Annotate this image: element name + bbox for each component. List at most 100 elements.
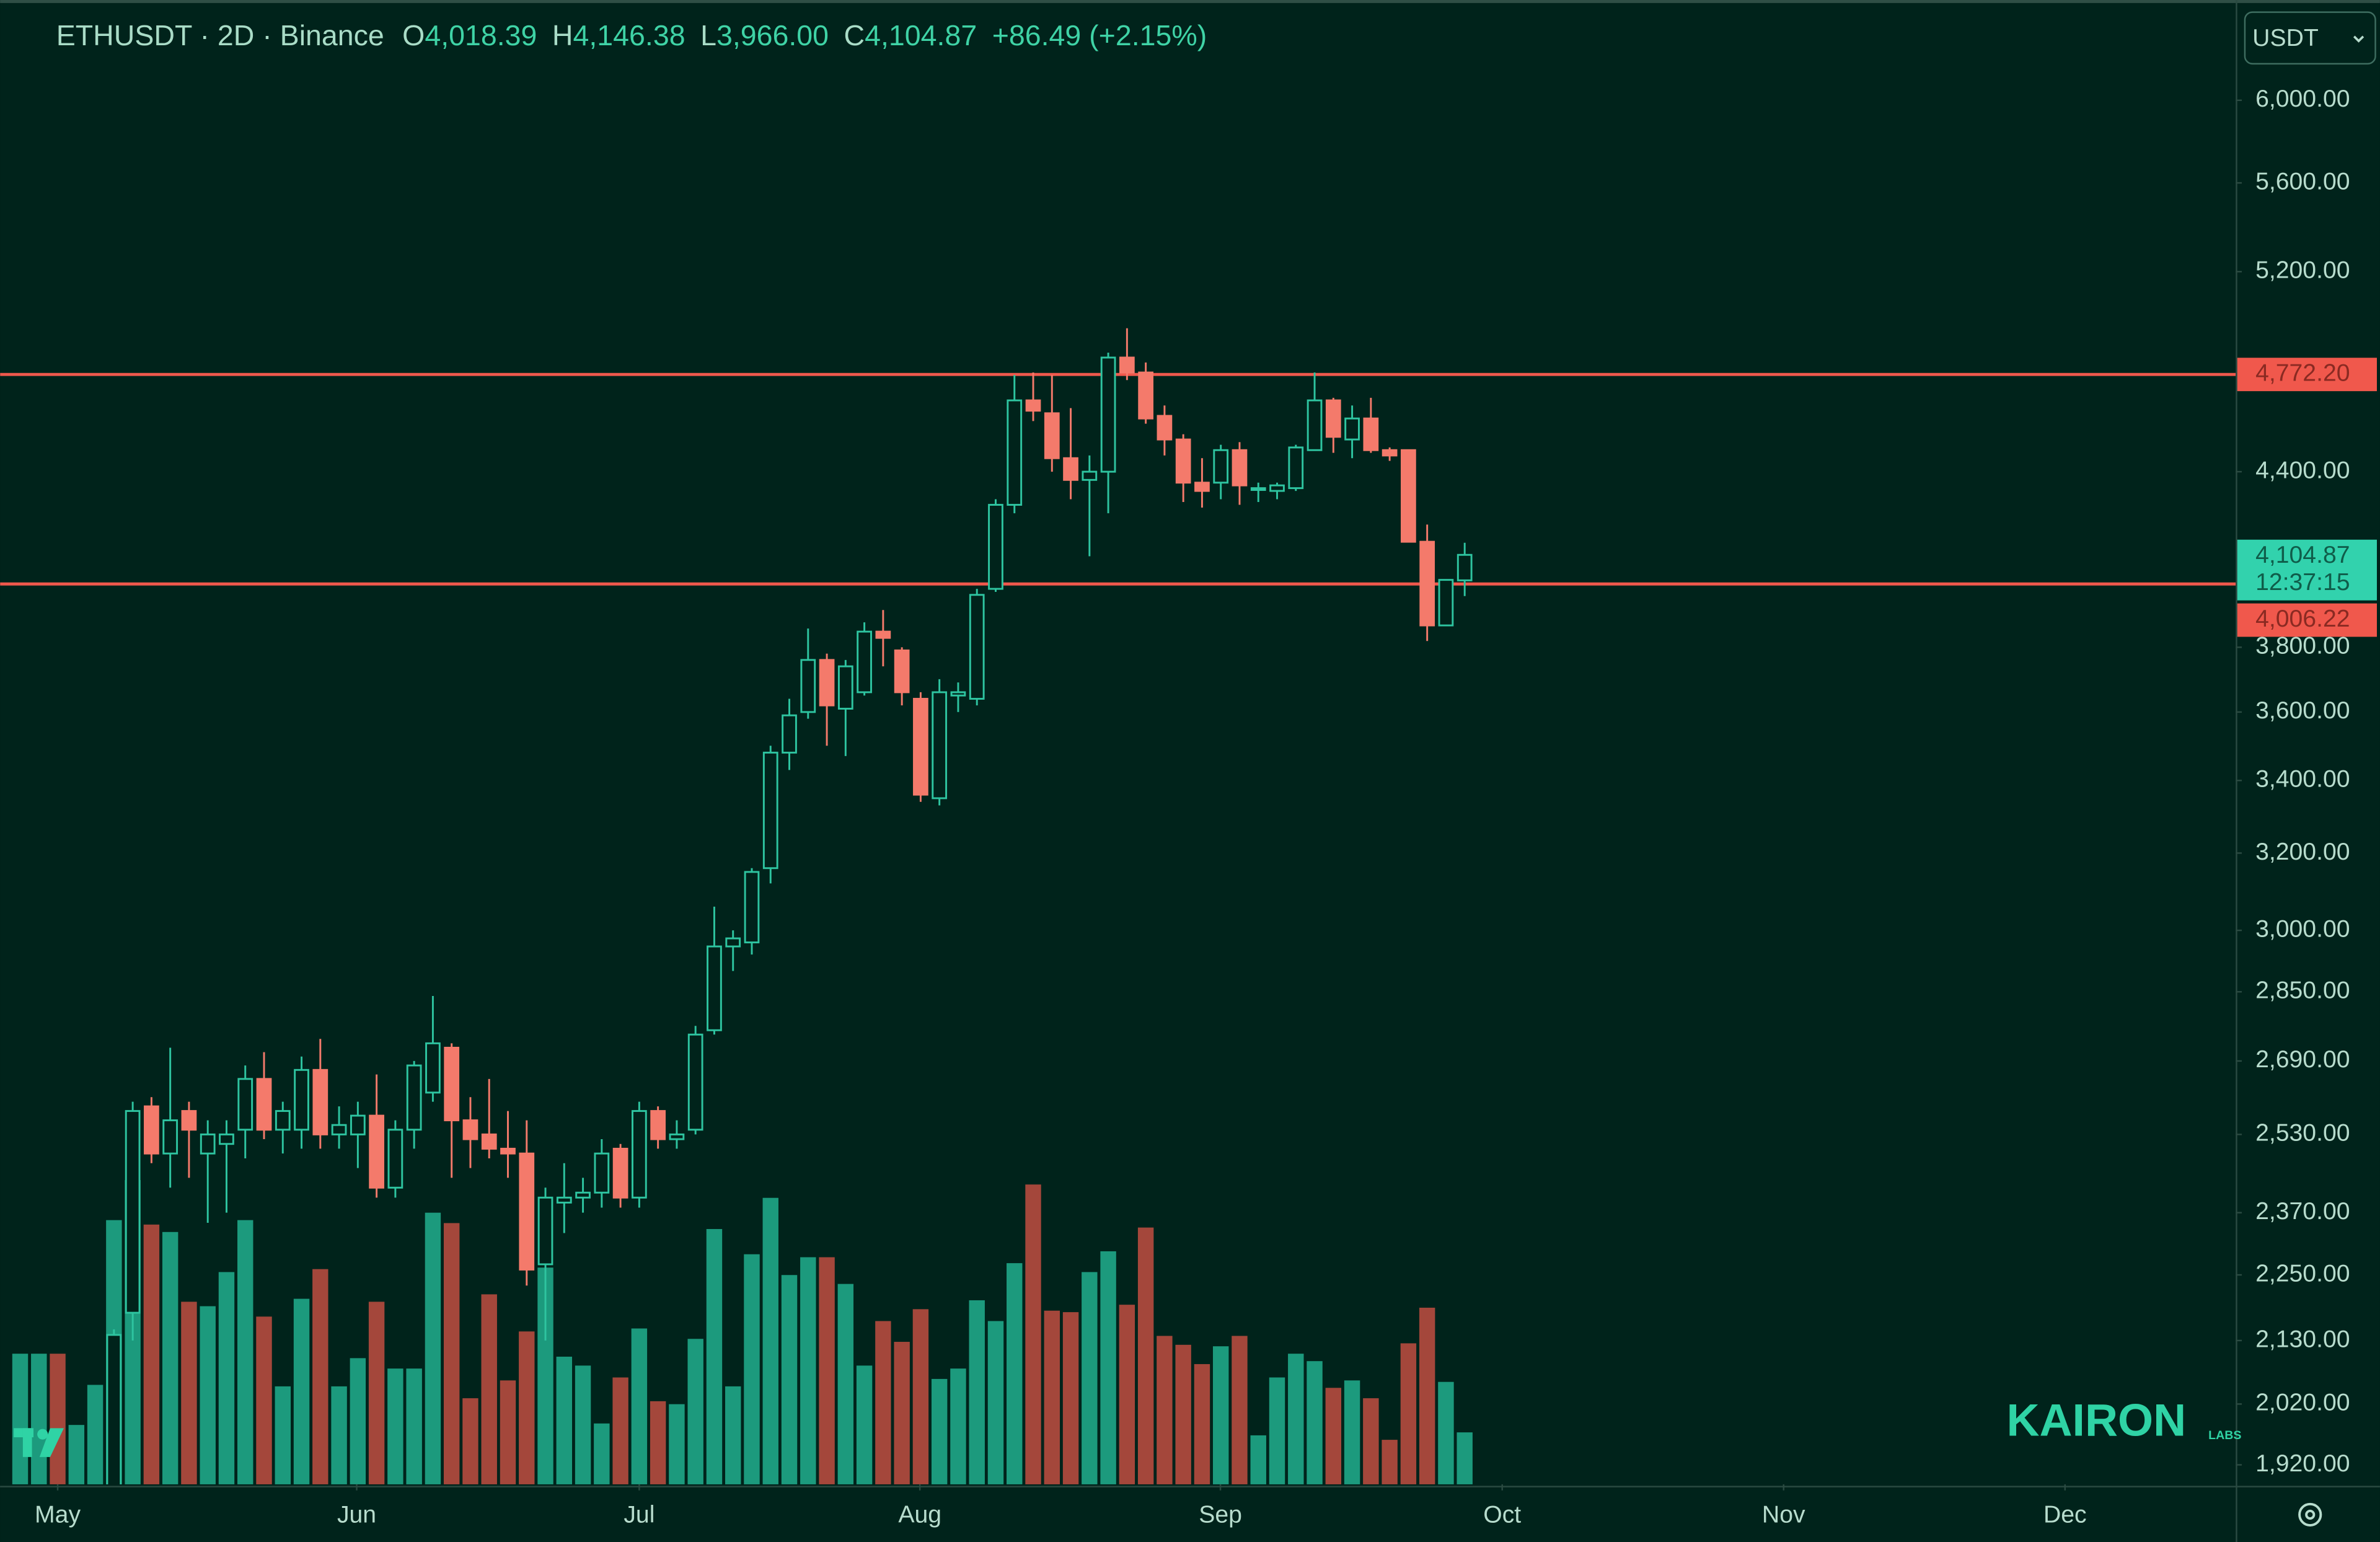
countdown-label: 12:37:15 [2255, 569, 2350, 596]
candle-body [612, 1147, 628, 1199]
ohlc-value: 4,146.38 [573, 20, 685, 52]
settings-icon[interactable] [2298, 1502, 2322, 1527]
candle-body [1175, 438, 1191, 484]
volume-bar [1363, 1398, 1379, 1484]
volume-bar [744, 1254, 760, 1484]
candle-body [425, 1042, 441, 1094]
volume-bar [612, 1377, 628, 1484]
candle-body [1157, 415, 1173, 441]
volume-bar [1344, 1380, 1360, 1484]
x-tick-label: Aug [898, 1502, 941, 1528]
volume-bar [1044, 1310, 1060, 1484]
ohlc-label: O [402, 20, 425, 52]
y-tick-label: 4,400.00 [2255, 457, 2350, 483]
y-tick-label: 5,200.00 [2255, 257, 2350, 284]
candle-body [762, 751, 778, 870]
volume-bar [894, 1342, 910, 1484]
volume-bar [31, 1354, 47, 1484]
level-price-label: 4,006.22 [2255, 606, 2350, 632]
candle-body [707, 945, 722, 1031]
volume-bar [1307, 1361, 1323, 1484]
candle-body [237, 1078, 253, 1131]
volume-bar [1062, 1312, 1079, 1484]
volume-bar [1137, 1227, 1154, 1484]
volume-bar [1250, 1435, 1266, 1484]
x-tick-label: Oct [1483, 1502, 1521, 1528]
currency-dropdown[interactable] [2244, 11, 2376, 65]
y-tick-label: 2,850.00 [2255, 977, 2350, 1004]
watermark: KAIRON [2006, 1394, 2186, 1445]
candle-body [1363, 417, 1379, 451]
y-tick-label: 2,530.00 [2255, 1120, 2350, 1147]
candle-body [1025, 399, 1041, 412]
volume-bar [969, 1300, 985, 1484]
candle-body [481, 1133, 497, 1150]
candle-body [406, 1064, 422, 1131]
x-tick-label: Dec [2043, 1502, 2087, 1528]
candle-body [932, 691, 948, 800]
volume-bar [931, 1378, 948, 1484]
volume-bar [1119, 1305, 1135, 1484]
candle-body [294, 1068, 309, 1131]
volume-bar [837, 1284, 854, 1484]
volume-bar [819, 1257, 835, 1484]
candle-body [519, 1152, 535, 1271]
candle-body [181, 1110, 197, 1131]
last-price-label: 4,104.87 [2255, 542, 2350, 568]
volume-bar [1457, 1432, 1473, 1484]
candle-body [369, 1114, 384, 1189]
volume-bar [331, 1386, 347, 1484]
volume-bar [275, 1386, 291, 1484]
volume-bar [725, 1386, 741, 1484]
volume-bar [1400, 1343, 1417, 1484]
last-price-tag [2237, 539, 2377, 601]
x-tick-label: Nov [1762, 1502, 1805, 1528]
y-tick-label: 6,000.00 [2255, 86, 2350, 112]
volume-bar [443, 1223, 460, 1484]
currency-label: USDT [2252, 25, 2319, 51]
volume-bar [293, 1298, 310, 1484]
volume-bar [669, 1404, 685, 1484]
volume-bar [1007, 1263, 1023, 1484]
candle-body [1138, 371, 1153, 420]
volume-bar [912, 1309, 929, 1484]
candle-body [1344, 417, 1360, 441]
candle-body [1250, 487, 1266, 491]
candle-body [219, 1133, 234, 1145]
ohlc-value: 3,966.00 [716, 20, 829, 52]
candle-body [1194, 482, 1210, 492]
candle-body [200, 1133, 216, 1155]
candle-body [556, 1196, 572, 1204]
candle-body [1419, 540, 1435, 627]
candle-body [1457, 553, 1473, 581]
candle-body [1063, 457, 1078, 481]
volume-bar [1082, 1272, 1098, 1484]
candle-body [669, 1133, 685, 1140]
candle-body [312, 1068, 328, 1135]
volume-bar [575, 1365, 591, 1484]
candle-body [875, 630, 891, 639]
candle-body [725, 937, 741, 948]
candle-body [1119, 356, 1135, 374]
ohlc: O4,018.39 H4,146.38 L3,966.00 C4,104.87 +86.… [402, 20, 1207, 52]
volume-bar [950, 1368, 966, 1484]
volume-bar [762, 1197, 778, 1484]
candle-body [1044, 412, 1060, 459]
candle-body [350, 1114, 366, 1135]
volume-bar [1382, 1440, 1398, 1484]
candle-body [1325, 399, 1341, 438]
watermark-sub: LABS [2208, 1429, 2241, 1442]
volume-bar [87, 1385, 104, 1484]
candle-body [837, 665, 853, 710]
candle-body [857, 630, 872, 694]
volume-bar [1325, 1388, 1342, 1484]
candle-body [650, 1110, 666, 1140]
candle-body [632, 1110, 647, 1199]
volume-bar [1194, 1364, 1210, 1484]
x-tick-label: Jul [624, 1502, 654, 1528]
volume-bar [594, 1423, 610, 1484]
volume-layer [12, 1179, 1473, 1484]
y-tick-label: 3,200.00 [2255, 839, 2350, 865]
volume-bar [1025, 1184, 1041, 1484]
